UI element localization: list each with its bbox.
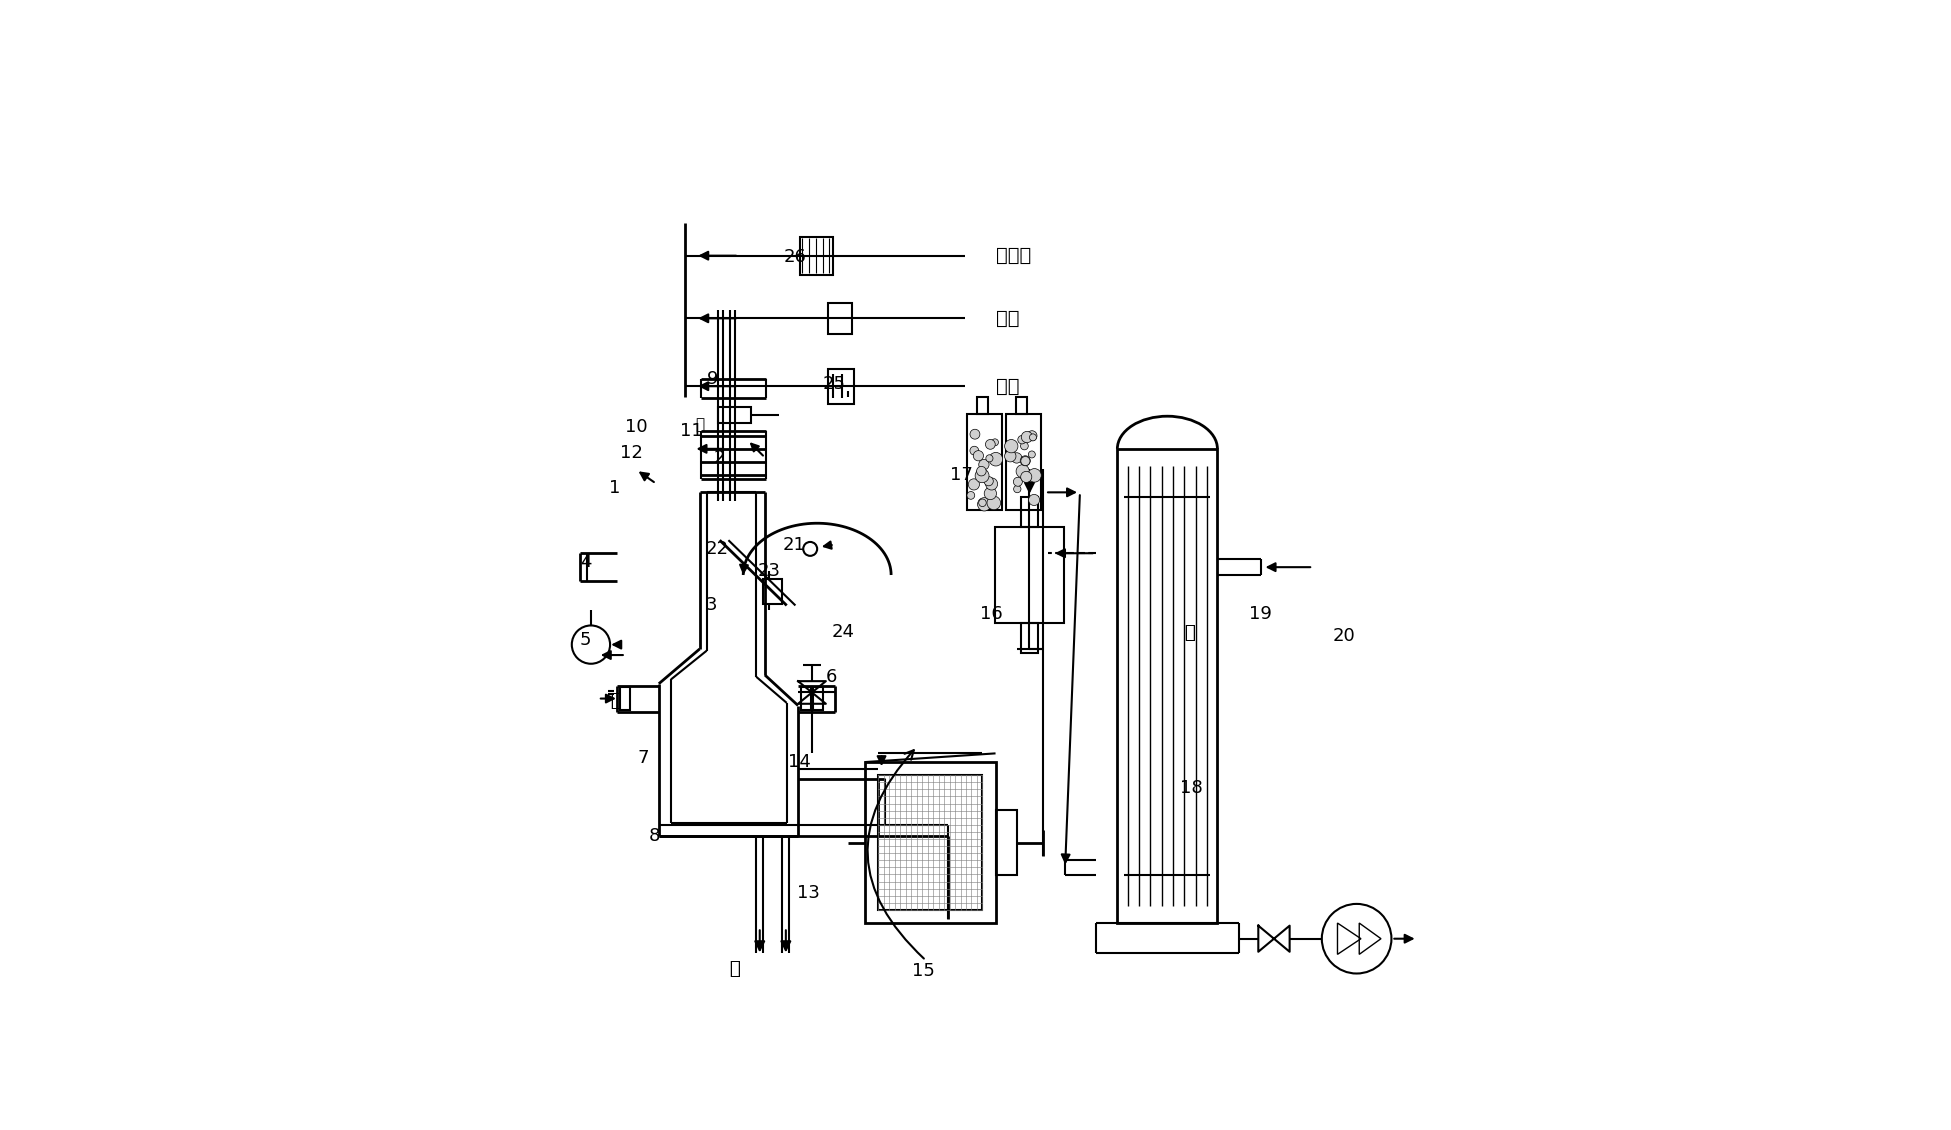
Circle shape bbox=[1020, 471, 1032, 483]
Bar bbox=[827, 368, 855, 403]
Text: 20: 20 bbox=[1333, 627, 1354, 645]
Circle shape bbox=[1030, 434, 1036, 441]
Bar bbox=[718, 407, 751, 423]
Circle shape bbox=[970, 429, 979, 440]
Text: 10: 10 bbox=[624, 418, 648, 436]
Bar bbox=[864, 762, 995, 923]
Bar bbox=[814, 687, 823, 710]
Bar bbox=[995, 527, 1065, 623]
Text: 3: 3 bbox=[704, 597, 716, 615]
Bar bbox=[1020, 497, 1038, 527]
Circle shape bbox=[1018, 435, 1026, 444]
Circle shape bbox=[1016, 464, 1030, 478]
Circle shape bbox=[1020, 442, 1028, 450]
Circle shape bbox=[979, 499, 985, 506]
Circle shape bbox=[1011, 453, 1022, 463]
Text: 水: 水 bbox=[1184, 624, 1194, 642]
Circle shape bbox=[985, 440, 995, 450]
Circle shape bbox=[979, 460, 989, 470]
Circle shape bbox=[1020, 455, 1030, 466]
Circle shape bbox=[968, 492, 976, 499]
Circle shape bbox=[1020, 471, 1026, 478]
Text: 14: 14 bbox=[788, 753, 812, 771]
Circle shape bbox=[1028, 451, 1036, 458]
Text: 11: 11 bbox=[679, 423, 702, 441]
Text: 9: 9 bbox=[706, 371, 718, 389]
Circle shape bbox=[1005, 451, 1016, 462]
Text: 15: 15 bbox=[911, 962, 935, 980]
Bar bbox=[1118, 449, 1217, 923]
Bar bbox=[763, 580, 782, 603]
Circle shape bbox=[987, 496, 1001, 510]
Circle shape bbox=[1026, 431, 1038, 441]
Circle shape bbox=[985, 454, 993, 462]
Text: 22: 22 bbox=[706, 540, 728, 558]
Text: 21: 21 bbox=[782, 536, 806, 554]
Circle shape bbox=[1020, 457, 1030, 466]
Text: 26: 26 bbox=[784, 249, 808, 267]
Text: 水: 水 bbox=[730, 960, 739, 979]
Bar bbox=[800, 236, 833, 275]
Text: 乙炔: 乙炔 bbox=[995, 308, 1018, 328]
Text: 12: 12 bbox=[620, 444, 644, 462]
Bar bbox=[995, 810, 1016, 875]
Circle shape bbox=[976, 469, 989, 483]
Text: 水: 水 bbox=[611, 693, 620, 710]
Text: 23: 23 bbox=[757, 562, 780, 580]
Text: 水: 水 bbox=[695, 417, 704, 432]
Circle shape bbox=[968, 479, 979, 490]
Circle shape bbox=[1015, 486, 1020, 493]
Circle shape bbox=[977, 467, 985, 476]
Circle shape bbox=[983, 487, 997, 499]
Circle shape bbox=[1013, 477, 1022, 486]
Text: 6: 6 bbox=[825, 668, 837, 686]
Circle shape bbox=[991, 438, 999, 446]
Circle shape bbox=[1020, 432, 1032, 443]
Bar bbox=[1007, 414, 1040, 510]
Circle shape bbox=[989, 452, 1003, 466]
Bar bbox=[620, 687, 630, 710]
Text: 16: 16 bbox=[979, 606, 1003, 623]
Text: 24: 24 bbox=[831, 623, 855, 641]
Text: 苯蒸气: 苯蒸气 bbox=[995, 246, 1030, 266]
Bar bbox=[977, 397, 987, 414]
Text: 1: 1 bbox=[609, 479, 620, 497]
Text: 25: 25 bbox=[823, 374, 847, 392]
Bar bbox=[878, 775, 983, 910]
Bar bbox=[968, 414, 1001, 510]
Circle shape bbox=[983, 477, 993, 486]
Circle shape bbox=[985, 478, 997, 490]
Text: 5: 5 bbox=[579, 632, 591, 650]
Text: 水: 水 bbox=[730, 960, 739, 979]
Text: 2: 2 bbox=[714, 449, 726, 467]
Text: 水: 水 bbox=[1184, 624, 1194, 642]
Text: 13: 13 bbox=[798, 884, 819, 902]
Bar bbox=[1020, 623, 1038, 653]
Text: 氧气: 氧气 bbox=[995, 376, 1018, 396]
Circle shape bbox=[974, 451, 983, 461]
Text: 17: 17 bbox=[950, 466, 974, 484]
Text: 水: 水 bbox=[611, 693, 620, 710]
Circle shape bbox=[1028, 495, 1040, 505]
Circle shape bbox=[1028, 469, 1042, 483]
Circle shape bbox=[1005, 440, 1018, 453]
Text: 4: 4 bbox=[579, 553, 591, 571]
Circle shape bbox=[970, 446, 979, 455]
Text: 8: 8 bbox=[650, 827, 659, 845]
Bar bbox=[800, 687, 812, 710]
Bar bbox=[1016, 397, 1026, 414]
Text: 19: 19 bbox=[1249, 606, 1272, 623]
Bar bbox=[827, 303, 853, 334]
Text: 18: 18 bbox=[1180, 780, 1202, 797]
Circle shape bbox=[977, 497, 991, 511]
Text: 7: 7 bbox=[638, 749, 650, 767]
